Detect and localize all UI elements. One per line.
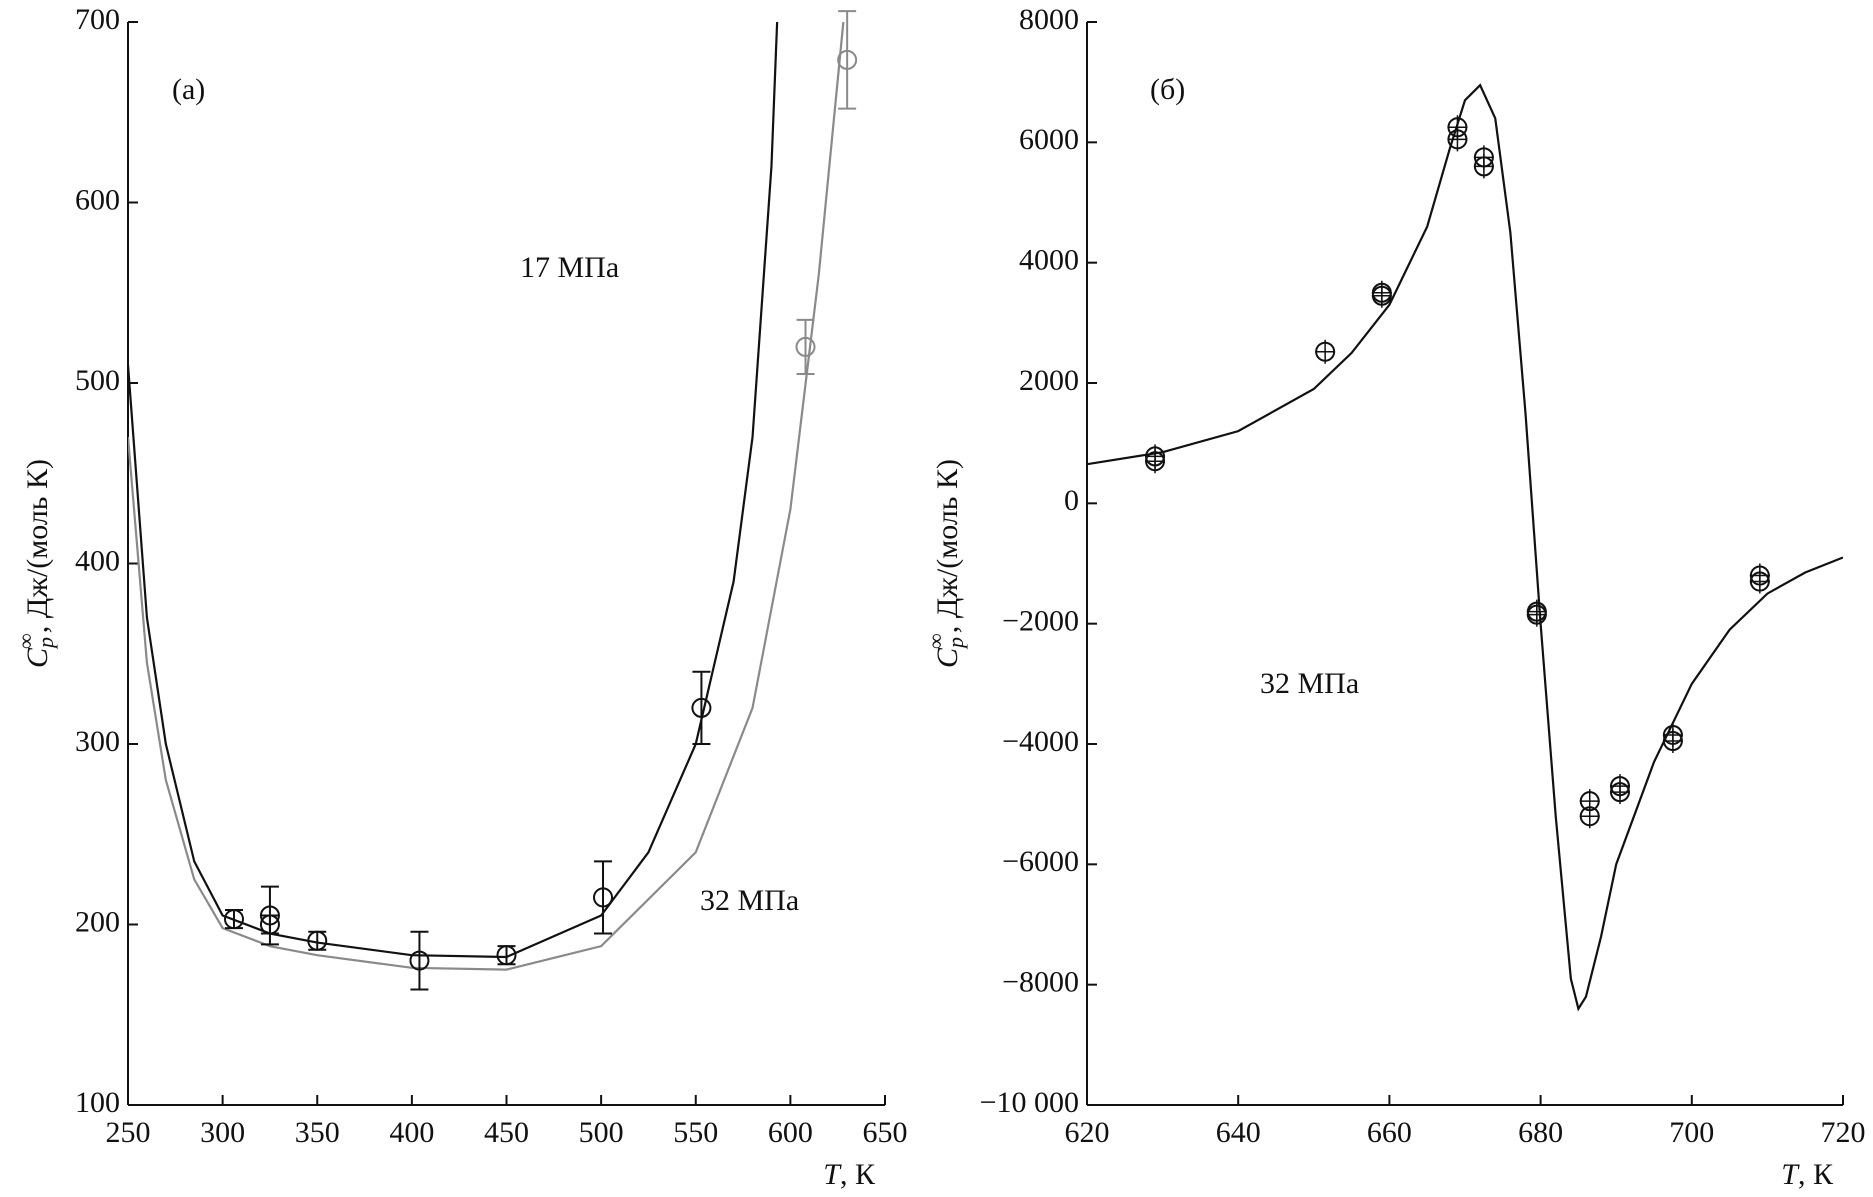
y-axis-label: Cp∞, Дж/(моль К): [923, 459, 968, 668]
curve: [1087, 83, 1843, 1012]
x-tick-label: 650: [863, 1116, 908, 1149]
x-label-unit: , К: [840, 1158, 876, 1191]
curve: [128, 21, 845, 971]
y-tick-label: 300: [75, 725, 120, 758]
x-label-symbol: T: [1781, 1158, 1800, 1191]
x-tick-label: 350: [295, 1116, 340, 1149]
y-label-sub: p: [943, 637, 968, 650]
panel-label: (б): [1150, 73, 1185, 106]
data-point: [409, 950, 430, 971]
y-tick-label: 6000: [1019, 123, 1079, 156]
y-tick-label: 100: [75, 1086, 120, 1119]
curve: [128, 21, 779, 959]
x-axis-label: T, К: [1781, 1158, 1834, 1191]
y-tick-label: −10 000: [980, 1086, 1079, 1119]
x-tick-label: 300: [200, 1116, 245, 1149]
data-point: [223, 909, 244, 930]
data-point: [837, 49, 858, 70]
data-point: [307, 930, 328, 951]
panel: −10 000 −8000 −6000 −4000 −2000 0 2000 4000 6000…: [923, 3, 1865, 1191]
data-point: [1371, 285, 1392, 306]
y-label-unit: , Дж/(моль К): [931, 459, 964, 633]
y-tick-label: 400: [75, 544, 120, 577]
y-label-unit: , Дж/(моль К): [21, 459, 54, 633]
x-tick-label: 660: [1367, 1116, 1412, 1149]
y-tick-label: 2000: [1019, 364, 1079, 397]
data-point: [259, 914, 280, 935]
x-tick-label: 720: [1821, 1116, 1866, 1149]
y-label-sup: ∞: [923, 633, 948, 649]
error-bar: [410, 930, 429, 991]
x-tick-label: 450: [484, 1116, 529, 1149]
data-point: [1473, 156, 1494, 177]
x-tick-label: 600: [768, 1116, 813, 1149]
y-axis-label: Cp∞, Дж/(моль К): [13, 459, 58, 668]
y-tick-label: −4000: [1002, 725, 1079, 758]
y-tick-label: 500: [75, 364, 120, 397]
x-tick-label: 640: [1216, 1116, 1261, 1149]
y-label-symbol: C: [931, 647, 964, 668]
data-point: [1609, 782, 1630, 803]
y-tick-label: −2000: [1002, 605, 1079, 638]
y-tick-label: −6000: [1002, 845, 1079, 878]
data-point: [795, 336, 816, 357]
error-bar: [692, 670, 711, 745]
y-label-sub: p: [33, 637, 58, 650]
y-tick-label: 600: [75, 183, 120, 216]
data-point: [496, 945, 517, 966]
y-tick-label: 8000: [1019, 3, 1079, 36]
x-label-symbol: T: [823, 1158, 842, 1191]
annotation: 32 МПа: [700, 884, 799, 917]
x-tick-label: 550: [673, 1116, 718, 1149]
x-tick-label: 250: [106, 1116, 151, 1149]
data-point: [1662, 730, 1683, 751]
error-bar: [796, 318, 815, 375]
x-tick-label: 620: [1065, 1116, 1110, 1149]
y-tick-label: 200: [75, 905, 120, 938]
error-bar: [594, 860, 613, 935]
x-tick-label: 400: [389, 1116, 434, 1149]
annotation: 17 МПа: [520, 251, 619, 284]
data-point: [1579, 806, 1600, 827]
data-point: [1749, 571, 1770, 592]
y-tick-label: 0: [1064, 484, 1079, 517]
x-axis-label: T, К: [823, 1158, 876, 1191]
y-label-symbol: C: [21, 647, 54, 668]
data-point: [691, 697, 712, 718]
y-tick-label: 700: [75, 3, 120, 36]
data-point: [1315, 341, 1336, 362]
y-tick-label: −8000: [1002, 966, 1079, 999]
annotation: 32 МПа: [1260, 667, 1359, 700]
x-tick-label: 700: [1669, 1116, 1714, 1149]
y-tick-label: 4000: [1019, 244, 1079, 277]
data-point: [593, 887, 614, 908]
x-tick-label: 500: [579, 1116, 624, 1149]
error-bar: [838, 10, 857, 110]
data-point: [1526, 604, 1547, 625]
data-point: [1447, 129, 1468, 150]
y-label-sup: ∞: [13, 633, 38, 649]
x-tick-label: 680: [1518, 1116, 1563, 1149]
x-label-unit: , К: [1798, 1158, 1834, 1191]
panel: 100 200 300 400 500 600 700 250 300 350 400 450 500 5…: [13, 3, 907, 1191]
data-point: [1145, 451, 1166, 472]
panel-label: (а): [172, 73, 205, 106]
